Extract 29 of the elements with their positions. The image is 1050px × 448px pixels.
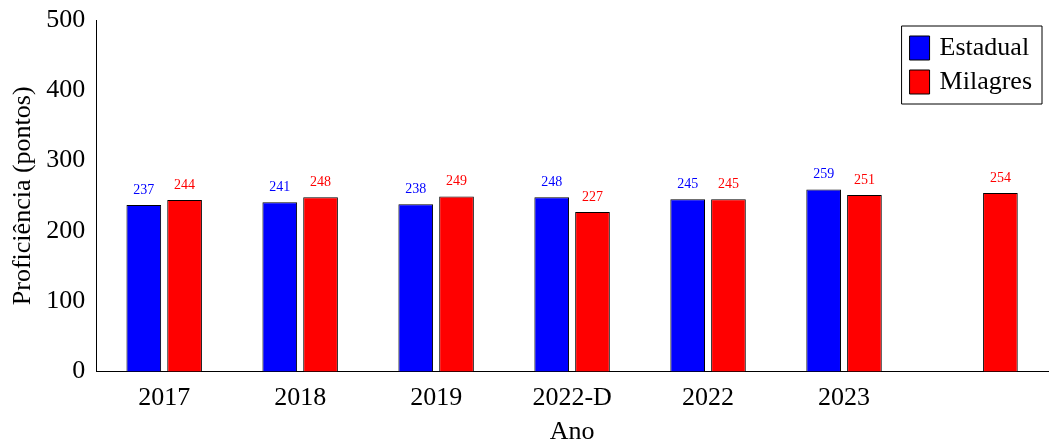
y-tick-label: 100 <box>46 285 86 315</box>
y-axis-title: Proficiência (pontos) <box>7 86 37 306</box>
data-label: 254 <box>989 169 1011 185</box>
x-tick-label: 2022 <box>682 382 735 412</box>
data-label: 238 <box>405 180 427 196</box>
legend-label: Milagres <box>939 65 1032 95</box>
x-tick-label: 2019 <box>410 382 463 412</box>
legend-label: Estadual <box>939 31 1030 61</box>
x-tick-label: 2017 <box>138 382 191 412</box>
y-tick-label: 200 <box>46 214 86 244</box>
data-label: 249 <box>446 173 468 189</box>
data-label: 248 <box>310 173 332 189</box>
x-tick-label: 2023 <box>818 382 871 412</box>
data-label: 248 <box>541 173 563 189</box>
x-axis-title: Ano <box>549 416 595 446</box>
y-tick-label: 300 <box>46 144 86 174</box>
data-label: 245 <box>677 175 699 191</box>
y-tick-label: 0 <box>72 355 86 385</box>
data-label: 251 <box>853 171 875 187</box>
data-label: 245 <box>717 175 739 191</box>
data-label: 259 <box>813 166 835 182</box>
data-label: 237 <box>133 181 155 197</box>
x-tick-label: 2018 <box>274 382 327 412</box>
y-tick-label: 500 <box>46 3 86 33</box>
y-tick-label: 400 <box>46 74 86 104</box>
data-label: 227 <box>582 188 603 204</box>
data-label: 241 <box>269 178 291 194</box>
x-tick-label: 2022-D <box>532 382 612 412</box>
data-label: 244 <box>174 176 196 192</box>
